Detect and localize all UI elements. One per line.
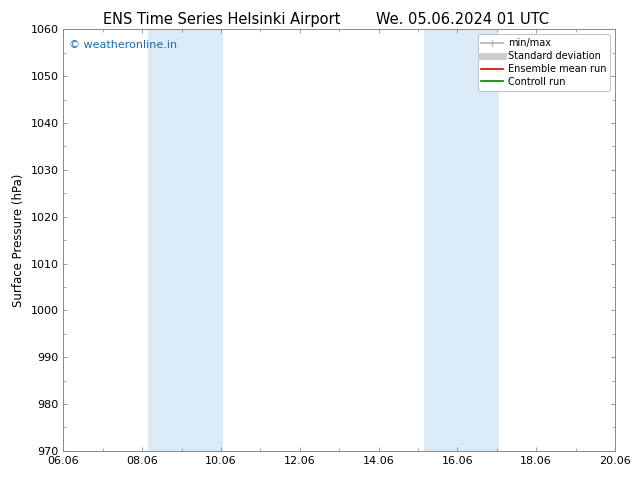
Bar — [148, 29, 223, 451]
Text: © weatheronline.in: © weatheronline.in — [69, 40, 177, 50]
Legend: min/max, Standard deviation, Ensemble mean run, Controll run: min/max, Standard deviation, Ensemble me… — [477, 34, 610, 91]
Y-axis label: Surface Pressure (hPa): Surface Pressure (hPa) — [12, 173, 25, 307]
Text: We. 05.06.2024 01 UTC: We. 05.06.2024 01 UTC — [377, 12, 549, 27]
Text: ENS Time Series Helsinki Airport: ENS Time Series Helsinki Airport — [103, 12, 340, 27]
Bar — [424, 29, 499, 451]
